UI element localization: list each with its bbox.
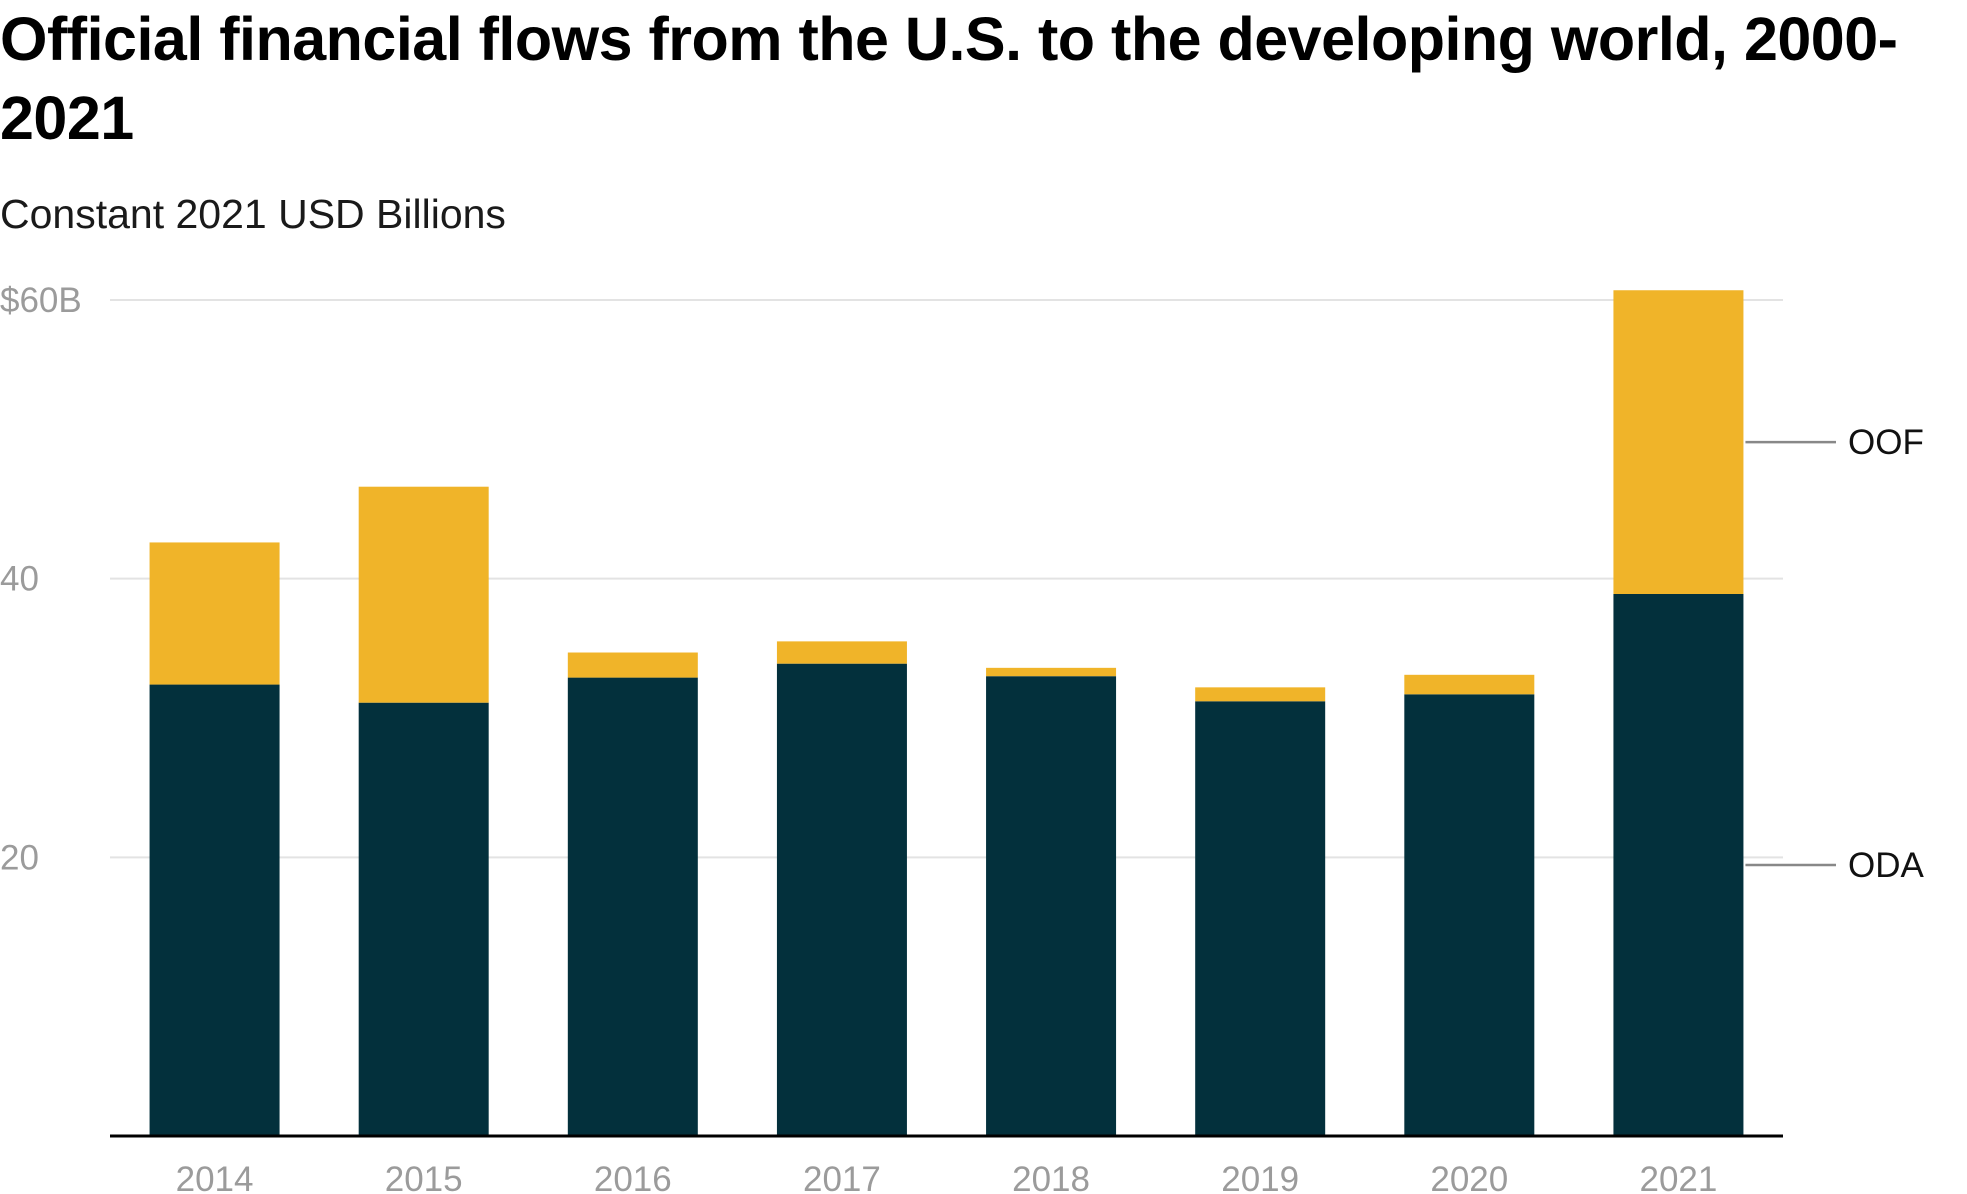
y-axis-ticks: 20 40 $60B [0, 281, 82, 877]
bar-oda-2021 [1613, 593, 1744, 1136]
bar-oda-2015 [358, 702, 489, 1136]
bar-oda-2016 [567, 677, 698, 1136]
chart-subtitle: Constant 2021 USD Billions [0, 191, 506, 237]
y-tick-label: $60B [0, 281, 82, 320]
bar-oof-2017 [776, 641, 907, 664]
bar-oof-2015 [358, 486, 489, 703]
bars [149, 290, 1744, 1136]
bar-oof-2021 [1613, 290, 1744, 594]
x-tick-label: 2014 [176, 1160, 254, 1194]
x-tick-label: 2021 [1640, 1160, 1718, 1194]
bar-oda-2017 [776, 663, 907, 1136]
bar-oda-2014 [149, 684, 280, 1136]
bar-oda-2020 [1404, 694, 1535, 1136]
bar-oof-2016 [567, 652, 698, 678]
series-labels: ODA OOF [1745, 423, 1925, 885]
series-label-oda: ODA [1848, 846, 1925, 885]
x-tick-label: 2020 [1430, 1160, 1508, 1194]
y-tick-label: 20 [0, 838, 39, 877]
bar-oof-2014 [149, 542, 280, 685]
x-tick-label: 2019 [1221, 1160, 1299, 1194]
x-tick-label: 2015 [385, 1160, 463, 1194]
x-tick-label: 2018 [1012, 1160, 1090, 1194]
chart-title: Official financial flows from the U.S. t… [0, 5, 1898, 152]
bar-oof-2020 [1404, 674, 1535, 695]
bar-oda-2018 [986, 676, 1117, 1136]
x-tick-label: 2017 [803, 1160, 881, 1194]
series-label-oof: OOF [1848, 423, 1924, 462]
x-tick-label: 2016 [594, 1160, 672, 1194]
bar-oof-2018 [986, 667, 1117, 677]
y-tick-label: 40 [0, 560, 39, 599]
bar-oof-2019 [1195, 687, 1326, 702]
bar-oda-2019 [1195, 701, 1326, 1136]
x-axis-ticks: 2014 2015 2016 2017 2018 2019 2020 2021 [176, 1160, 1718, 1194]
